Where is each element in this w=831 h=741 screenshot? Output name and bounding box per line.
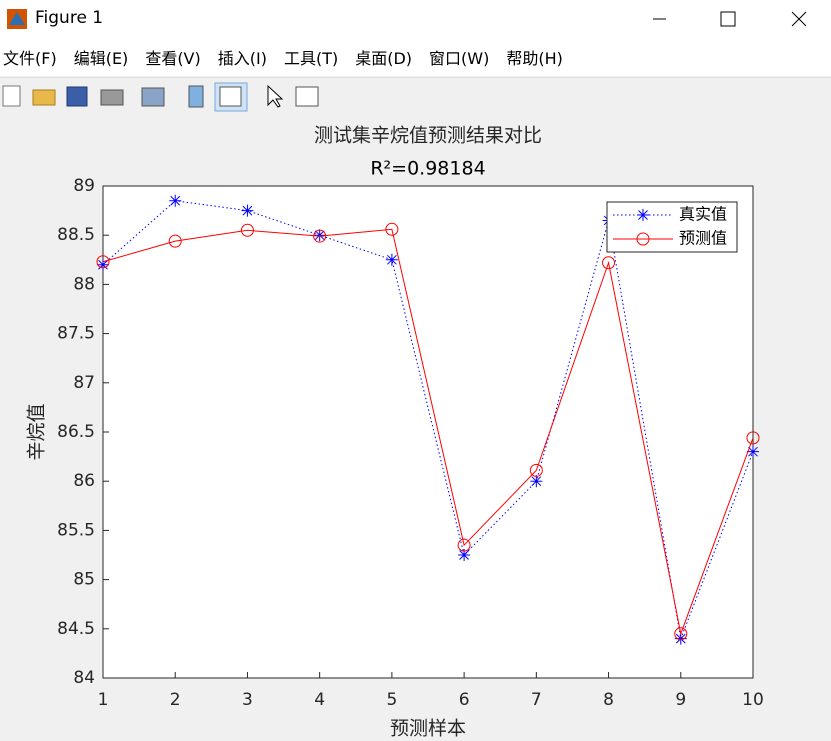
marker bbox=[747, 445, 759, 458]
y-tick-label: 86 bbox=[73, 471, 95, 491]
x-tick-label: 5 bbox=[386, 690, 397, 710]
legend-label: 真实值 bbox=[679, 205, 727, 224]
colorbar-icon[interactable] bbox=[188, 85, 204, 108]
marker bbox=[385, 253, 398, 266]
menu-item[interactable]: 编辑(E) bbox=[73, 49, 129, 68]
x-axis-label: 预测样本 bbox=[390, 718, 466, 740]
marker bbox=[636, 232, 650, 246]
title-bar: Figure 1 bbox=[0, 0, 831, 38]
marker bbox=[529, 463, 543, 477]
marker bbox=[458, 549, 471, 561]
y-tick-label: 85.5 bbox=[57, 520, 95, 540]
y-tick-label: 84.5 bbox=[57, 619, 95, 639]
marker bbox=[530, 475, 543, 488]
y-tick-label: 85 bbox=[73, 570, 95, 590]
y-tick-label: 88.5 bbox=[57, 225, 95, 245]
marker bbox=[240, 223, 254, 237]
y-tick-label: 88 bbox=[73, 274, 95, 294]
x-tick-label: 10 bbox=[742, 690, 764, 710]
marker bbox=[674, 627, 688, 641]
marker bbox=[241, 204, 254, 217]
property-icon[interactable] bbox=[295, 86, 319, 107]
x-tick-label: 1 bbox=[98, 690, 109, 710]
chart-title: 测试集辛烷值预测结果对比 bbox=[314, 125, 542, 147]
close-button[interactable] bbox=[791, 11, 807, 27]
marker bbox=[168, 234, 182, 248]
series-line bbox=[102, 200, 754, 641]
y-axis-label: 辛烷值 bbox=[26, 403, 48, 460]
legend-label: 预测值 bbox=[679, 229, 727, 248]
open-icon[interactable] bbox=[32, 89, 56, 106]
x-tick-label: 8 bbox=[603, 690, 614, 710]
print-icon[interactable] bbox=[100, 89, 124, 106]
menu-bar: 文件(F) 编辑(E) 查看(V) 插入(I) 工具(T) 桌面(D) 窗口(W) 帮助(H) bbox=[0, 38, 831, 76]
marker bbox=[169, 194, 182, 207]
marker bbox=[97, 258, 109, 271]
x-tick-label: 7 bbox=[531, 690, 542, 710]
menu-item[interactable]: 工具(T) bbox=[283, 49, 339, 68]
window-title: Figure 1 bbox=[35, 8, 104, 28]
series-line bbox=[102, 228, 754, 636]
marker bbox=[313, 229, 326, 242]
app-icon-shape bbox=[9, 12, 25, 25]
marker bbox=[457, 538, 471, 552]
new-icon[interactable] bbox=[2, 85, 21, 107]
menu-item[interactable]: 查看(V) bbox=[145, 49, 201, 68]
title-bar-graphics bbox=[7, 9, 807, 29]
plot-area bbox=[103, 186, 753, 678]
marker bbox=[674, 632, 687, 645]
x-tick-label: 6 bbox=[459, 690, 470, 710]
y-tick-label: 89 bbox=[73, 176, 95, 196]
x-tick-label: 3 bbox=[242, 690, 253, 710]
menu-item[interactable]: 帮助(H) bbox=[506, 49, 563, 68]
x-tick-label: 9 bbox=[675, 690, 686, 710]
menu-item[interactable]: 文件(F) bbox=[3, 49, 57, 68]
legend-icon bbox=[219, 86, 242, 107]
marker bbox=[313, 229, 327, 243]
y-tick-label: 84 bbox=[73, 668, 95, 688]
menu-item[interactable]: 桌面(D) bbox=[355, 49, 413, 68]
y-tick-label: 86.5 bbox=[57, 422, 95, 442]
marker bbox=[637, 209, 649, 221]
chart-subtitle: R²=0.98184 bbox=[370, 158, 485, 180]
maximize-button[interactable] bbox=[720, 11, 736, 27]
toolbar bbox=[0, 77, 831, 114]
marker bbox=[746, 431, 760, 445]
marker bbox=[385, 222, 399, 236]
save-icon[interactable] bbox=[66, 86, 88, 107]
x-tick-label: 4 bbox=[314, 690, 325, 710]
menu-item[interactable]: 窗口(W) bbox=[429, 49, 490, 68]
link-icon[interactable] bbox=[141, 87, 165, 107]
menu-item[interactable]: 插入(I) bbox=[217, 49, 267, 68]
y-tick-label: 87.5 bbox=[57, 324, 95, 344]
x-tick-label: 2 bbox=[170, 690, 181, 710]
marker bbox=[602, 256, 616, 270]
marker bbox=[96, 255, 110, 269]
legend-box bbox=[606, 201, 738, 253]
y-tick-label: 87 bbox=[73, 373, 95, 393]
pointer-icon[interactable] bbox=[267, 84, 284, 108]
toolbar-icons bbox=[2, 82, 319, 112]
